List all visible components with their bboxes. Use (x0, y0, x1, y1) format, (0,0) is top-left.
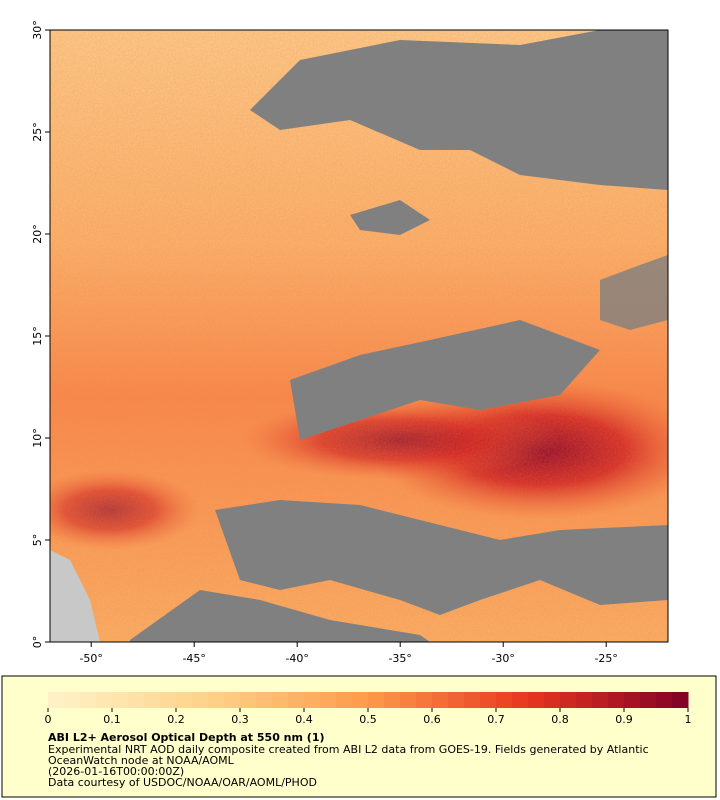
y-tick-label: 5° (31, 534, 44, 547)
colorbar-segment (224, 692, 241, 708)
colorbar-segment (592, 692, 609, 708)
colorbar-segment (560, 692, 577, 708)
map-image (50, 30, 668, 642)
colorbar-segment (192, 692, 209, 708)
colorbar-segment (64, 692, 81, 708)
y-tick-label: 10° (31, 428, 44, 448)
colorbar-segment (464, 692, 481, 708)
colorbar-segment (352, 692, 369, 708)
y-tick-label: 25° (31, 122, 44, 142)
colorbar-segment (96, 692, 113, 708)
colorbar-tick-label: 0.9 (615, 713, 633, 726)
colorbar-segment (480, 692, 497, 708)
colorbar-segment (672, 692, 689, 708)
colorbar-segment (144, 692, 161, 708)
colorbar-tick-label: 0.7 (487, 713, 505, 726)
colorbar-segment (384, 692, 401, 708)
colorbar-tick-label: 0.1 (103, 713, 121, 726)
x-tick-label: -35° (388, 652, 411, 665)
y-tick-label: 30° (31, 20, 44, 40)
colorbar-segment (112, 692, 129, 708)
colorbar-tick-label: 0.8 (551, 713, 569, 726)
legend-line: Experimental NRT AOD daily composite cre… (48, 743, 649, 756)
colorbar-segment (416, 692, 433, 708)
y-tick-label: 0° (31, 636, 44, 649)
colorbar-segment (640, 692, 657, 708)
colorbar-segment (240, 692, 257, 708)
x-tick-label: -50° (79, 652, 102, 665)
colorbar-segment (272, 692, 289, 708)
colorbar-segment (496, 692, 513, 708)
y-tick-label: 20° (31, 224, 44, 244)
colorbar-segment (160, 692, 177, 708)
colorbar-tick-label: 0.3 (231, 713, 249, 726)
colorbar-tick-label: 0.2 (167, 713, 185, 726)
legend-line: (2026-01-16T00:00:00Z) (48, 765, 184, 778)
colorbar-segment (288, 692, 305, 708)
colorbar-segment (608, 692, 625, 708)
colorbar-tick-label: 0 (45, 713, 52, 726)
colorbar-tick-label: 1 (685, 713, 692, 726)
y-tick-label: 15° (31, 326, 44, 346)
colorbar-segment (512, 692, 529, 708)
colorbar-segment (400, 692, 417, 708)
colorbar-segment (128, 692, 145, 708)
legend-line: OceanWatch node at NOAA/AOML (48, 754, 235, 767)
colorbar-segment (544, 692, 561, 708)
legend-line: Data courtesy of USDOC/NOAA/OAR/AOML/PHO… (48, 776, 317, 789)
colorbar-segment (336, 692, 353, 708)
x-tick-label: -30° (491, 652, 514, 665)
colorbar-segment (528, 692, 545, 708)
x-tick-label: -25° (594, 652, 617, 665)
colorbar-segment (368, 692, 385, 708)
colorbar-segment (208, 692, 225, 708)
colorbar-segment (624, 692, 641, 708)
colorbar-segment (576, 692, 593, 708)
colorbar-tick-label: 0.5 (359, 713, 377, 726)
legend-title: ABI L2+ Aerosol Optical Depth at 550 nm … (48, 731, 325, 744)
colorbar-segment (448, 692, 465, 708)
colorbar-tick-label: 0.6 (423, 713, 441, 726)
colorbar-segment (304, 692, 321, 708)
colorbar-tick-label: 0.4 (295, 713, 313, 726)
colorbar-segment (176, 692, 193, 708)
x-tick-label: -40° (285, 652, 308, 665)
colorbar-segment (432, 692, 449, 708)
x-tick-label: -45° (182, 652, 205, 665)
colorbar-segment (656, 692, 673, 708)
colorbar-segment (48, 692, 65, 708)
colorbar-segment (320, 692, 337, 708)
colorbar-segment (256, 692, 273, 708)
colorbar-segment (80, 692, 97, 708)
